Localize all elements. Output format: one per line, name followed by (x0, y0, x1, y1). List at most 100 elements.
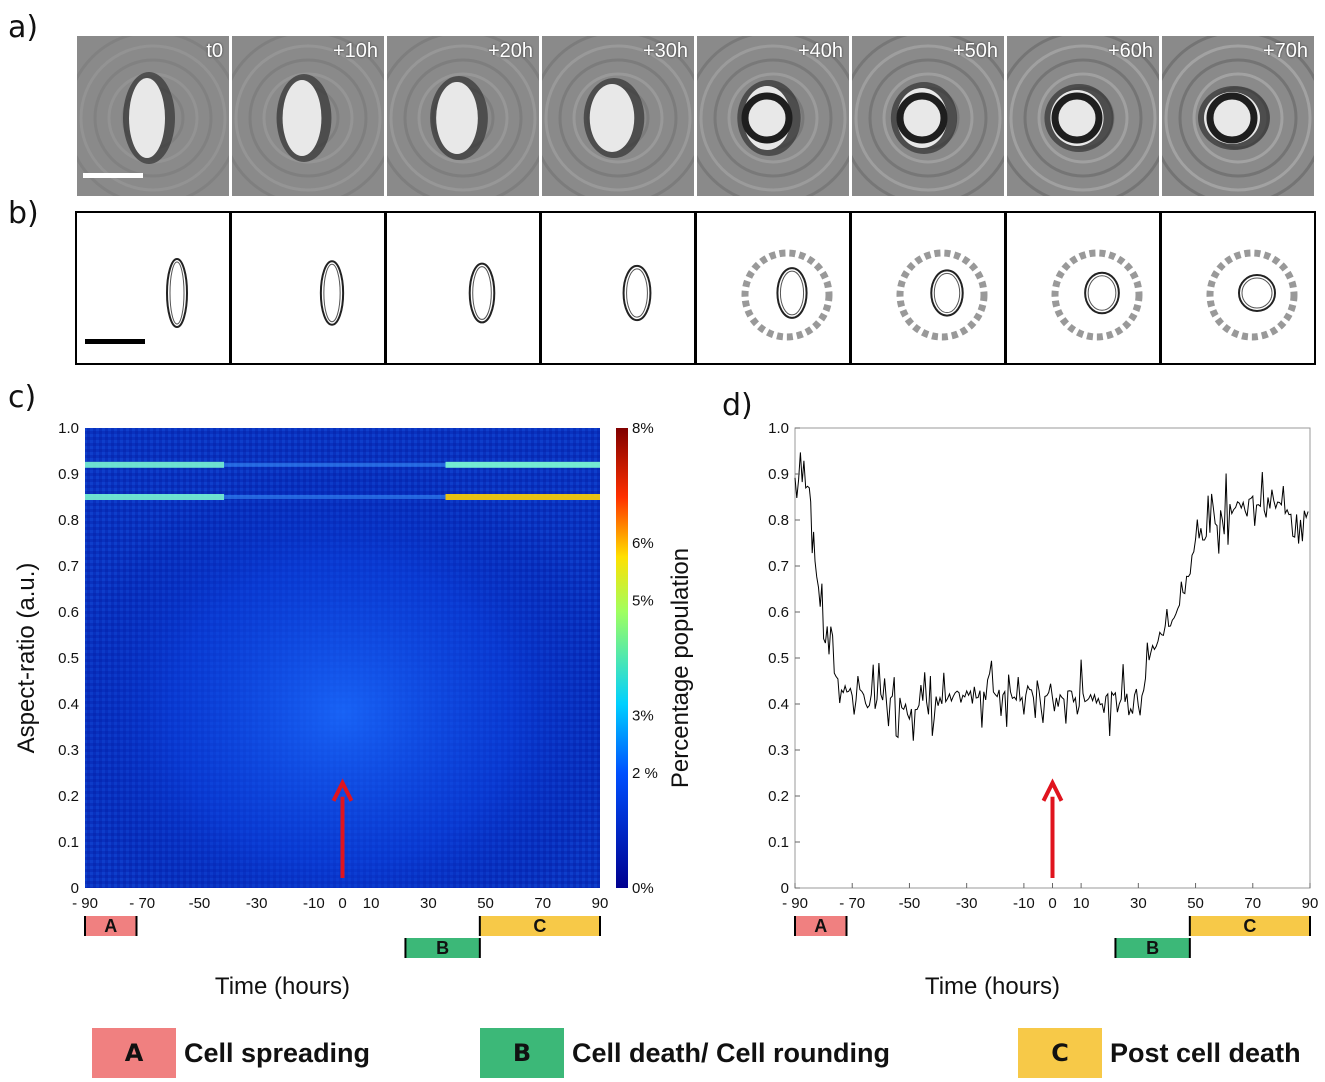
micrograph-frame: +40h (697, 36, 849, 196)
segmentation-frame (850, 211, 1006, 365)
segmentation-strip (75, 211, 1316, 365)
frame-time-label: +10h (332, 40, 378, 62)
y-tick-label: 0.5 (768, 650, 789, 667)
y-tick-label: 0.7 (58, 558, 79, 575)
faint-band (224, 462, 446, 467)
phase-bar-b (1115, 938, 1190, 958)
cell-outline-inner (1241, 277, 1273, 309)
micrograph-frame: +70h (1162, 36, 1314, 196)
phase-label-a: A (814, 916, 827, 936)
micrograph-image (1162, 36, 1314, 196)
frame-time-label: +30h (642, 40, 688, 62)
bright-band (445, 461, 600, 468)
cell-outline-inner (169, 261, 185, 325)
x-tick-label: - 70 (129, 895, 155, 912)
micrograph-frame: +60h (1007, 36, 1159, 196)
diffraction-ring (727, 72, 819, 164)
segmentation-image (622, 264, 652, 322)
frame-time-label: +50h (952, 40, 998, 62)
red-arrow-head (1041, 778, 1064, 802)
segmentation-frame (230, 211, 386, 365)
micrograph-image (232, 36, 384, 196)
micrograph-image (387, 36, 539, 196)
diffraction-ring (868, 58, 988, 178)
y-tick-label: 0.1 (768, 834, 789, 851)
diffraction-ring (1009, 44, 1157, 192)
debris-ring (1051, 249, 1143, 341)
y-tick-label: 0.4 (768, 696, 789, 713)
segmentation-image (319, 260, 345, 326)
colorbar-tick-label: 3% (632, 708, 654, 725)
diffraction-ring (882, 72, 974, 164)
y-tick-label: 0.6 (768, 604, 789, 621)
micrograph-image (852, 36, 1004, 196)
diffraction-ring (93, 58, 213, 178)
cell-outline (930, 269, 964, 317)
y-tick-label: 0.3 (768, 742, 789, 759)
segmentation-image (1051, 249, 1143, 341)
micrograph-image (77, 36, 229, 196)
x-tick-label: -50 (189, 895, 211, 912)
micrograph-image (542, 36, 694, 196)
x-tick-label: - 90 (782, 895, 808, 912)
frame-time-label: +70h (1262, 40, 1308, 62)
micrograph-frame: +20h (387, 36, 539, 196)
segmentation-image (1206, 249, 1298, 341)
cell-ring (896, 92, 948, 144)
cell-body (282, 80, 322, 156)
y-tick-label: 0.6 (58, 604, 79, 621)
diffraction-ring (1178, 58, 1298, 178)
micrograph-frame: +30h (542, 36, 694, 196)
x-tick-label: 0 (338, 895, 346, 912)
micrograph-frame: +10h (232, 36, 384, 196)
diffraction-ring (1192, 72, 1284, 164)
cell-outline-inner (933, 272, 961, 314)
diffraction-ring (262, 72, 354, 164)
heatmap-chart: 0 0.1 0.2 0.3 0.4 0.5 0.6 0.7 0.8 0.9 1.0 - 90 - 70 -… (13, 420, 694, 1000)
y-tick-label: 0.1 (58, 834, 79, 851)
x-tick-label: -10 (303, 895, 325, 912)
x-tick-label: 90 (1302, 895, 1319, 912)
segmentation-frame (385, 211, 541, 365)
debris-ring (741, 249, 833, 341)
cell-outline (622, 264, 652, 322)
line-plot-area: 0 0.1 0.2 0.3 0.4 0.5 0.6 0.7 0.8 0.9 1.0 - 90 - 70 -… (768, 420, 1318, 1000)
cell-body (129, 78, 165, 158)
y-tick-label: 0.2 (768, 788, 789, 805)
x-tick-label: 50 (1187, 895, 1204, 912)
bright-band (85, 461, 225, 468)
segmentation-frame (1160, 211, 1316, 365)
diffraction-ring (713, 58, 833, 178)
cell-outline (776, 267, 808, 319)
cell-ring (1206, 92, 1258, 144)
cell-outline (319, 260, 345, 326)
y-tick-label: 0.8 (768, 512, 789, 529)
x-tick-label: 70 (1244, 895, 1261, 912)
x-tick-label: -30 (246, 895, 268, 912)
cell-outline-inner (626, 268, 648, 318)
diffraction-ring (1164, 44, 1312, 192)
segmentation-image (741, 249, 833, 341)
debris-ring (896, 249, 988, 341)
y-tick-label: 0 (781, 880, 789, 897)
frame-time-label: +20h (487, 40, 533, 62)
frame-time-label: t0 (206, 40, 223, 62)
x-tick-label: -50 (899, 895, 921, 912)
cell-ring (741, 92, 793, 144)
diffraction-ring (1023, 58, 1143, 178)
red-arrow-head (331, 778, 354, 802)
micrograph-frame: t0 (77, 36, 229, 196)
colorbar-tick-label: 6% (632, 535, 654, 552)
legend-item-b: B Cell death/ Cell rounding (480, 1028, 890, 1078)
panel-label-a: a) (8, 10, 39, 45)
colorbar-tick-label: 2 % (632, 765, 658, 782)
diffraction-ring (234, 44, 382, 192)
y-tick-label: 0.4 (58, 696, 79, 713)
diffraction-ring (1037, 72, 1129, 164)
heatmap-plot-area (85, 428, 600, 888)
scale-bar (85, 339, 145, 344)
x-tick-label: 0 (1048, 895, 1056, 912)
x-axis-label: Time (hours) (215, 973, 350, 1000)
frame-time-label: +40h (797, 40, 843, 62)
segmentation-frame (695, 211, 851, 365)
